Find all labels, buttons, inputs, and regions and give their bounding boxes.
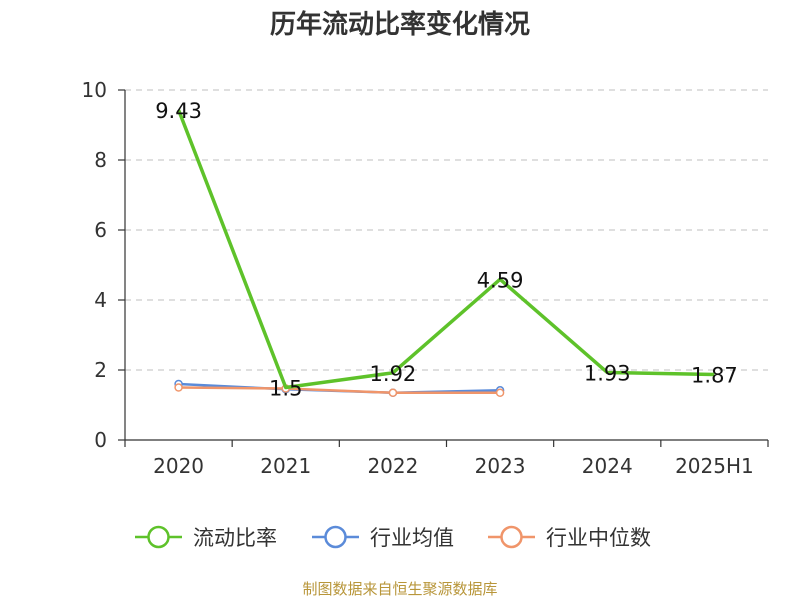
y-tick-label: 2 xyxy=(94,358,107,382)
y-tick-label: 4 xyxy=(94,288,107,312)
chart-title: 历年流动比率变化情况 xyxy=(270,9,530,40)
data-label: 1.93 xyxy=(584,361,631,385)
x-tick-label: 2022 xyxy=(367,454,418,478)
grid-lines xyxy=(125,89,768,371)
series-point-2 xyxy=(495,388,505,397)
axes: 0 2 4 6 8 10 2020 2021 2022 2023 2024 2025H1 xyxy=(82,78,769,478)
legend-item-1: 行业均值 xyxy=(312,525,454,550)
series-point-2 xyxy=(174,383,183,392)
legend-item-2: 行业中位数 xyxy=(488,525,651,550)
series-line-2 xyxy=(178,386,501,394)
source-note: 制图数据来自恒生聚源数据库 xyxy=(302,580,497,598)
data-label: 1.5 xyxy=(269,377,302,401)
legend-label: 行业中位数 xyxy=(546,526,651,550)
legend-marker xyxy=(147,525,170,549)
legend-label: 行业均值 xyxy=(370,526,454,550)
x-tick-label: 2025H1 xyxy=(675,454,754,478)
series-layer xyxy=(174,109,715,397)
x-tick-label: 2020 xyxy=(153,454,204,478)
legend-marker xyxy=(500,525,523,549)
legend-item-0: 流动比率 xyxy=(135,525,277,550)
y-tick-label: 8 xyxy=(94,148,107,172)
x-tick-label: 2024 xyxy=(582,454,633,478)
y-tick-label: 6 xyxy=(94,218,107,242)
data-label: 4.59 xyxy=(477,268,524,292)
data-label: 1.92 xyxy=(370,362,417,386)
legend-marker xyxy=(324,525,347,549)
series-line-0 xyxy=(176,109,715,390)
y-tick-label: 10 xyxy=(82,78,107,102)
data-label: 1.87 xyxy=(691,364,738,388)
x-tick-label: 2021 xyxy=(260,454,311,478)
y-tick-label: 0 xyxy=(94,428,107,452)
legend-label: 流动比率 xyxy=(193,526,277,550)
series-point-2 xyxy=(388,388,398,397)
data-labels: 9.43 1.5 1.92 4.59 1.93 1.87 xyxy=(155,99,738,401)
data-label: 9.43 xyxy=(155,99,202,123)
legend: 流动比率 行业均值 行业中位数 xyxy=(135,525,651,550)
x-tick-label: 2023 xyxy=(475,454,526,478)
